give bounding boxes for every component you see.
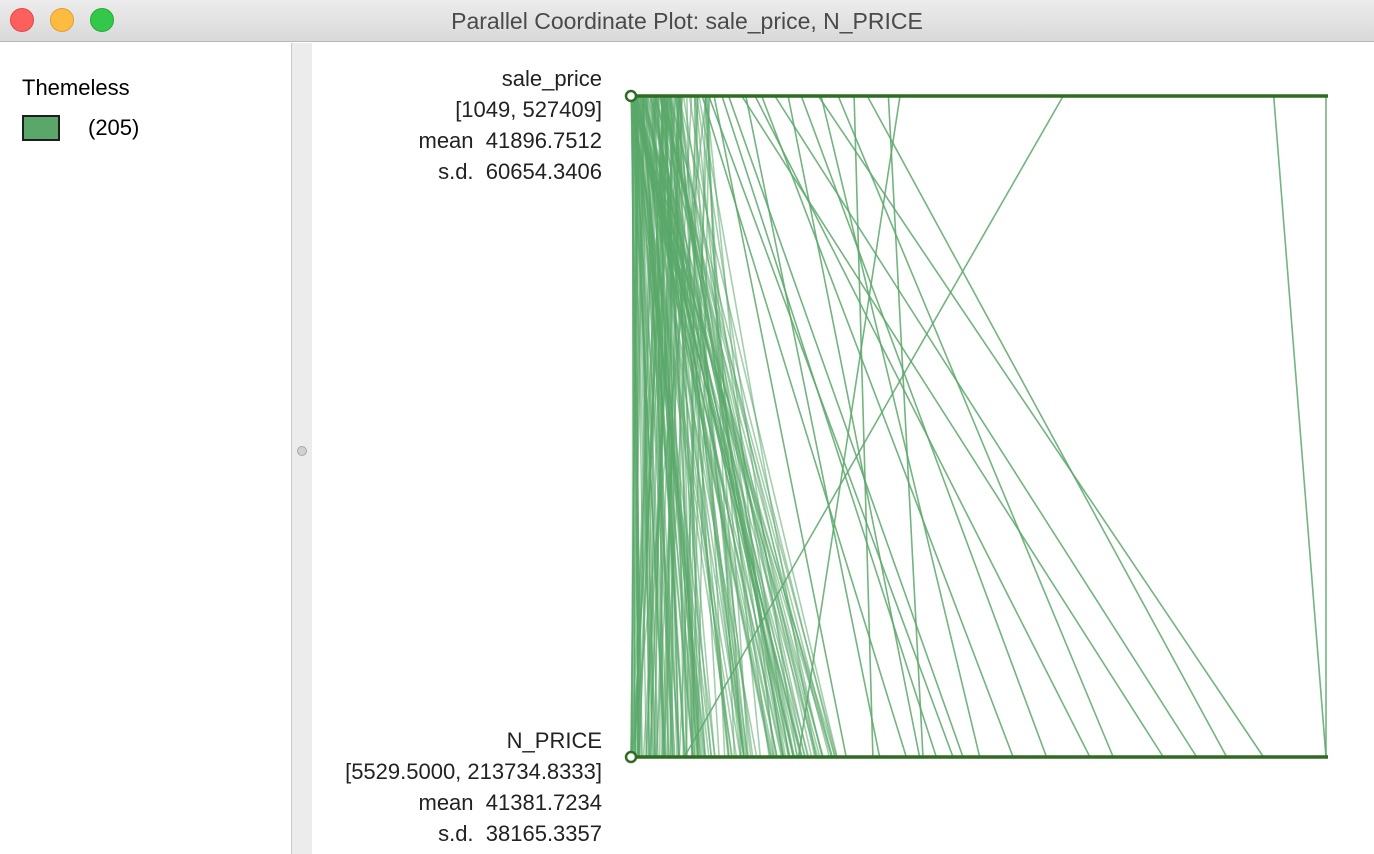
observation-line <box>721 95 938 758</box>
observation-line <box>887 95 924 758</box>
observation-line <box>701 95 908 758</box>
observation-line <box>817 95 1265 758</box>
observation-line <box>853 95 874 758</box>
observation-line <box>820 95 981 758</box>
observation-line <box>708 95 954 758</box>
observation-line <box>669 95 680 758</box>
observation-line <box>690 95 696 758</box>
n-price-axis-handle-icon[interactable] <box>624 750 638 764</box>
axis1-mean: mean 41896.7512 <box>418 128 603 153</box>
zoom-button[interactable] <box>90 8 114 32</box>
observation-line <box>787 95 921 758</box>
minimize-button[interactable] <box>50 8 74 32</box>
legend-color-swatch[interactable] <box>22 115 60 141</box>
observation-line <box>679 95 720 758</box>
parallel-coordinate-chart[interactable] <box>312 43 1374 854</box>
legend-title: Themeless <box>22 75 130 100</box>
axis1-name: sale_price <box>501 66 602 91</box>
observation-line <box>649 95 676 758</box>
legend-count: (205) <box>88 115 140 140</box>
axis2-name: N_PRICE <box>506 728 602 753</box>
observation-line <box>837 95 1114 758</box>
observation-line <box>760 95 1014 758</box>
plot-area[interactable] <box>312 43 1374 854</box>
observation-line <box>633 95 664 758</box>
window-title: Parallel Coordinate Plot: sale_price, N_… <box>451 8 923 34</box>
observation-line <box>631 95 636 758</box>
observation-line <box>645 95 745 758</box>
axes-group <box>624 89 1328 764</box>
observation-line <box>745 95 881 758</box>
observation-line <box>668 95 836 758</box>
data-lines <box>630 95 1327 758</box>
observation-line <box>706 95 736 758</box>
legend-panel: Themeless (205) <box>0 43 292 854</box>
observation-line <box>866 95 1228 758</box>
observation-line <box>1272 95 1327 758</box>
observation-line <box>630 95 790 758</box>
observation-line <box>658 95 833 758</box>
observation-line <box>641 95 795 758</box>
observation-line <box>634 95 656 758</box>
panel-splitter[interactable] <box>292 43 312 854</box>
sale-price-axis-handle-icon[interactable] <box>624 89 638 103</box>
observation-line <box>678 95 710 758</box>
observation-line <box>683 95 1064 758</box>
observation-line <box>754 95 1091 758</box>
observation-line <box>630 95 833 758</box>
axis2-mean: mean 41381.7234 <box>418 790 603 815</box>
observation-line <box>774 95 1198 758</box>
close-button[interactable] <box>10 8 34 32</box>
observation-line <box>654 95 663 758</box>
observation-line <box>655 95 716 758</box>
observation-line <box>645 95 699 758</box>
observation-line <box>797 95 901 758</box>
axis1-sd: s.d. 60654.3406 <box>438 159 602 184</box>
observation-line <box>677 95 770 758</box>
observation-line <box>741 95 1164 758</box>
observation-line <box>800 95 1048 758</box>
title-bar: Parallel Coordinate Plot: sale_price, N_… <box>0 0 1374 42</box>
axis2-range: [5529.5000, 213734.8333] <box>345 759 602 784</box>
axis1-range: [1049, 527409] <box>455 97 602 122</box>
axis2-sd: s.d. 38165.3357 <box>438 821 602 846</box>
observation-line <box>685 95 699 758</box>
splitter-handle-icon[interactable] <box>297 446 307 456</box>
